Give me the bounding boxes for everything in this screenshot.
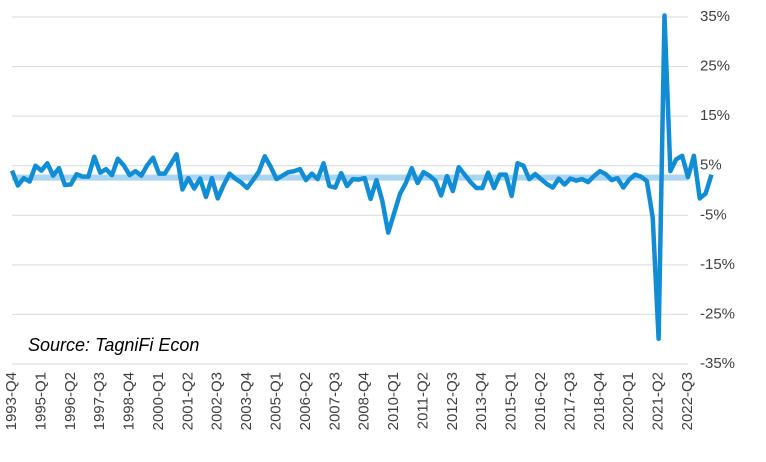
x-tick-label: 1996-Q2 <box>62 372 79 430</box>
x-tick-label: 2013-Q4 <box>473 372 490 430</box>
x-tick-label: 2015-Q1 <box>503 372 520 430</box>
x-tick-label: 2017-Q3 <box>561 372 578 430</box>
x-tick-label: 2022-Q3 <box>679 372 696 430</box>
y-tick-label: -5% <box>700 206 727 223</box>
y-tick-label: 35% <box>700 8 730 25</box>
x-tick-label: 2008-Q4 <box>356 372 373 430</box>
x-tick-label: 2007-Q3 <box>326 372 343 430</box>
x-tick-label: 2020-Q1 <box>620 372 637 430</box>
data-line <box>9 13 714 341</box>
x-tick-label: 1998-Q4 <box>121 372 138 430</box>
y-tick-label: 15% <box>700 107 730 124</box>
x-tick-label: 1995-Q1 <box>32 372 49 430</box>
y-tick-label: 25% <box>700 58 730 75</box>
x-tick-label: 2018-Q4 <box>591 372 608 430</box>
x-tick-label: 2002-Q3 <box>209 372 226 430</box>
x-tick-label: 2021-Q2 <box>650 372 667 430</box>
x-tick-label: 2005-Q1 <box>267 372 284 430</box>
x-tick-label: 2010-Q1 <box>385 372 402 430</box>
x-tick-label: 1997-Q3 <box>91 372 108 430</box>
y-tick-label: -35% <box>700 355 735 372</box>
x-tick-label: 2012-Q3 <box>444 372 461 430</box>
x-tick-label: 1993-Q4 <box>3 372 20 430</box>
x-tick-label: 2001-Q2 <box>179 372 196 430</box>
x-tick-label: 2016-Q2 <box>532 372 549 430</box>
y-tick-label: -25% <box>700 305 735 322</box>
x-tick-label: 2011-Q2 <box>414 372 431 429</box>
x-tick-label: 2000-Q1 <box>150 372 167 430</box>
source-annotation: Source: TagniFi Econ <box>28 335 199 355</box>
y-tick-label: 5% <box>700 157 722 174</box>
y-tick-label: -15% <box>700 256 735 273</box>
x-tick-label: 2006-Q2 <box>297 372 314 430</box>
x-tick-label: 2003-Q4 <box>238 372 255 430</box>
